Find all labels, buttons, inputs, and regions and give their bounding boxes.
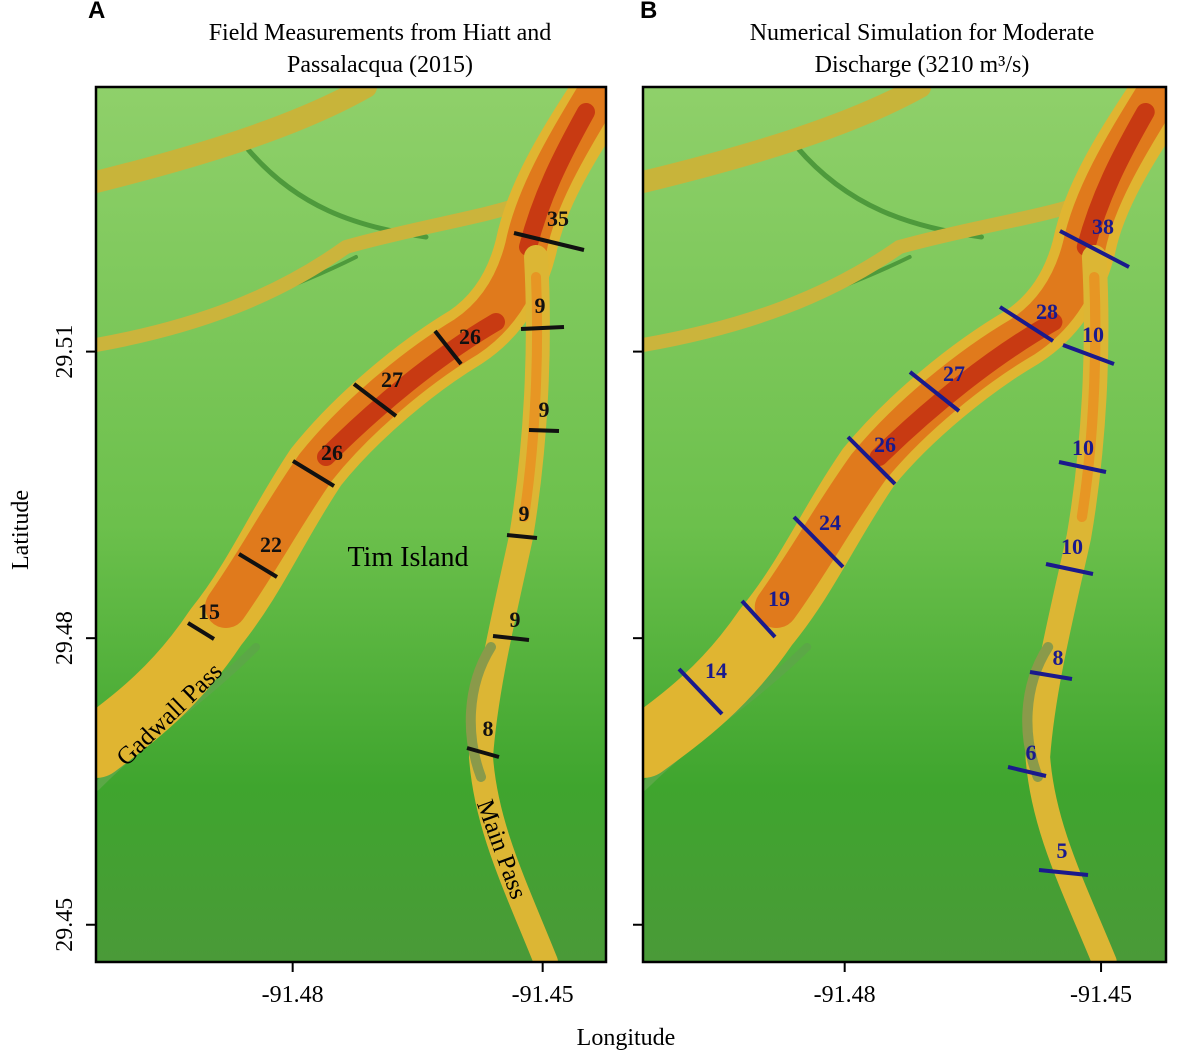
transect: [1059, 229, 1130, 269]
transect: [1058, 460, 1107, 474]
frame-a: [94, 85, 608, 964]
transect: [352, 382, 398, 418]
transect: [186, 621, 216, 641]
transect-label: 9: [535, 293, 546, 318]
transect-label: 5: [1057, 838, 1068, 863]
panel-title: Discharge (3210 m³/s): [815, 52, 1030, 78]
place-label: Tim Island: [347, 542, 468, 573]
transect-label: 38: [1092, 214, 1114, 239]
transect-label: 26: [459, 324, 481, 349]
transect: [792, 515, 845, 569]
x-tick-label: -91.48: [814, 982, 876, 1008]
transect-label: 9: [510, 607, 521, 632]
transect: [1007, 765, 1047, 778]
transect-label: 26: [321, 440, 343, 465]
panel-label: A: [88, 0, 105, 24]
panel-title: Field Measurements from Hiatt and: [209, 20, 552, 46]
transect-label: 6: [1026, 740, 1037, 765]
transect-label: 19: [768, 586, 790, 611]
transect-label: 9: [519, 501, 530, 526]
panel-title: Passalacqua (2015): [287, 52, 473, 78]
transect: [506, 533, 538, 540]
transect-label: 27: [943, 361, 965, 386]
map-b: [643, 87, 1166, 962]
x-axis-label: Longitude: [577, 1025, 676, 1051]
panel-label: B: [640, 0, 657, 24]
transect: [677, 667, 724, 716]
frame-b: [641, 85, 1168, 964]
transect: [1062, 343, 1115, 366]
transect-label: 9: [539, 397, 550, 422]
transect: [291, 459, 336, 488]
transect-label: 14: [705, 658, 727, 683]
map-a: [96, 87, 606, 962]
transect-label: 26: [874, 432, 896, 457]
y-tick-label: 29.48: [52, 611, 78, 665]
transect-label: 10: [1082, 322, 1104, 347]
transect: [1045, 562, 1094, 576]
transect-label: 27: [381, 367, 403, 392]
panel-title: Numerical Simulation for Moderate: [750, 20, 1095, 46]
transect: [466, 746, 500, 759]
transect-label: 22: [260, 532, 282, 557]
y-tick-label: 29.45: [52, 898, 78, 952]
transect: [1038, 868, 1089, 877]
x-tick-label: -91.45: [512, 982, 574, 1008]
transect: [740, 599, 777, 639]
transect: [528, 428, 560, 433]
y-axis-label: Latitude: [8, 490, 34, 570]
transect-label: 35: [547, 206, 569, 231]
transect: [520, 325, 565, 331]
transect: [513, 231, 585, 252]
y-tick-label: 29.51: [52, 325, 78, 379]
transect-label: 8: [1053, 645, 1064, 670]
transect-label: 28: [1036, 299, 1058, 324]
transect-label: 24: [819, 510, 841, 535]
transect-label: 10: [1072, 435, 1094, 460]
transect-label: 8: [483, 716, 494, 741]
transect: [492, 634, 530, 642]
transect: [846, 435, 897, 486]
transect-label: 15: [198, 599, 220, 624]
transect: [998, 305, 1055, 343]
x-tick-label: -91.48: [262, 982, 324, 1008]
transect-label: 10: [1061, 534, 1083, 559]
transect: [237, 552, 279, 579]
transect: [433, 329, 463, 366]
transect: [1029, 670, 1073, 681]
transect: [908, 370, 961, 413]
x-tick-label: -91.45: [1070, 982, 1132, 1008]
